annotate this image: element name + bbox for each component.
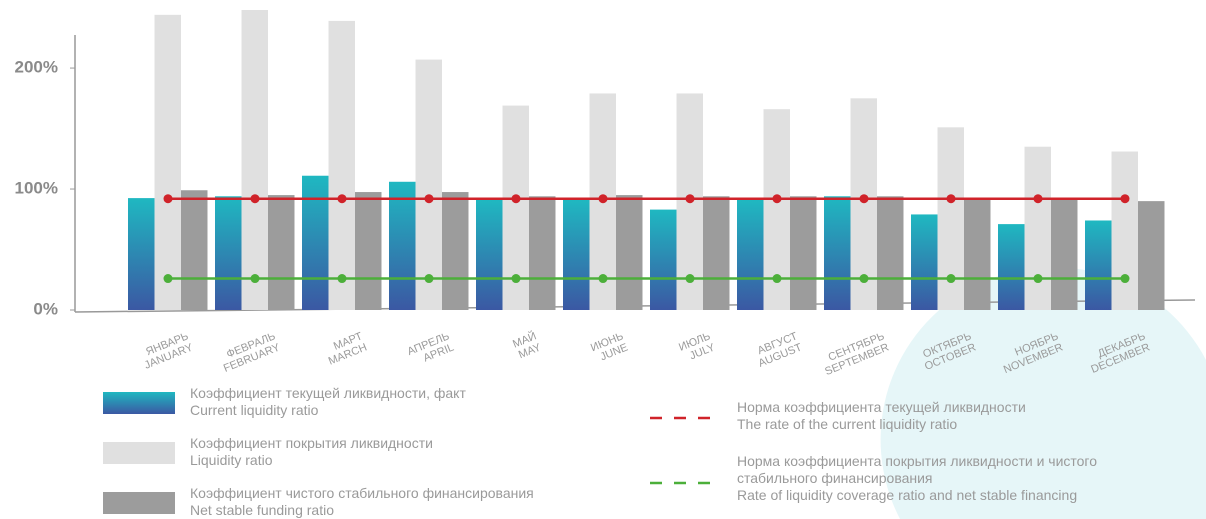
bar	[529, 196, 556, 310]
line-point	[598, 194, 608, 204]
bar	[824, 196, 851, 310]
line-point	[163, 274, 173, 284]
line-point	[511, 194, 521, 204]
bar	[128, 198, 155, 310]
bar	[1024, 146, 1051, 310]
line-point	[1120, 274, 1130, 284]
bar	[616, 195, 643, 310]
bar	[650, 209, 677, 310]
legend-label: Коэффициент текущей ликвидности, факт	[190, 385, 466, 401]
line-point	[685, 194, 695, 204]
legend-swatch	[103, 442, 175, 464]
line-point	[250, 194, 260, 204]
y-tick-label: 200%	[15, 58, 58, 77]
bar	[268, 195, 295, 310]
line-point	[859, 194, 869, 204]
legend-swatch	[103, 492, 175, 514]
bar	[389, 181, 416, 310]
legend-label: Коэффициент чистого стабильного финансир…	[190, 485, 534, 501]
line-point	[946, 274, 956, 284]
bar	[476, 199, 503, 310]
bar	[964, 199, 991, 310]
bar	[328, 20, 355, 311]
bar	[215, 196, 242, 310]
bar	[1085, 220, 1112, 310]
line-point	[424, 274, 434, 284]
line-point	[772, 274, 782, 284]
bar	[415, 59, 442, 311]
bar	[181, 190, 208, 310]
line-point	[1033, 194, 1043, 204]
line-point	[598, 274, 608, 284]
legend-label: Норма коэффициента покрытия ликвидности …	[737, 453, 1098, 486]
legend-label: Net stable funding ratio	[190, 502, 334, 518]
bar	[355, 192, 382, 310]
bar	[563, 199, 590, 310]
bar	[703, 196, 730, 310]
line-point	[1033, 274, 1043, 284]
bar	[442, 192, 469, 310]
bar	[1111, 151, 1138, 310]
line-point	[337, 194, 347, 204]
line-point	[337, 274, 347, 284]
bar	[911, 214, 938, 310]
legend-label: Rate of liquidity coverage ratio and net…	[737, 487, 1078, 503]
legend-label: Liquidity ratio	[190, 452, 273, 468]
bar	[737, 199, 764, 310]
bar	[241, 10, 268, 310]
line-point	[946, 194, 956, 204]
y-tick-label: 100%	[15, 179, 58, 198]
bar	[302, 175, 329, 310]
bar	[154, 14, 181, 310]
bar	[1138, 201, 1165, 310]
line-point	[163, 194, 173, 204]
bar	[1051, 199, 1078, 310]
legend-label: Current liquidity ratio	[190, 402, 319, 418]
legend-label: The rate of the current liquidity ratio	[737, 416, 958, 432]
line-point	[1120, 194, 1130, 204]
legend-label: Норма коэффициента текущей ликвидности	[737, 399, 1026, 415]
background-decoration	[880, 267, 1206, 519]
line-point	[250, 274, 260, 284]
line-point	[685, 274, 695, 284]
bar	[877, 196, 904, 310]
line-point	[511, 274, 521, 284]
bar	[790, 196, 817, 310]
line-point	[859, 274, 869, 284]
line-point	[424, 194, 434, 204]
legend-swatch	[103, 392, 175, 414]
bar	[998, 224, 1025, 310]
line-point	[772, 194, 782, 204]
legend-label: Коэффициент покрытия ликвидности	[190, 435, 433, 451]
y-tick-label: 0%	[33, 299, 58, 318]
